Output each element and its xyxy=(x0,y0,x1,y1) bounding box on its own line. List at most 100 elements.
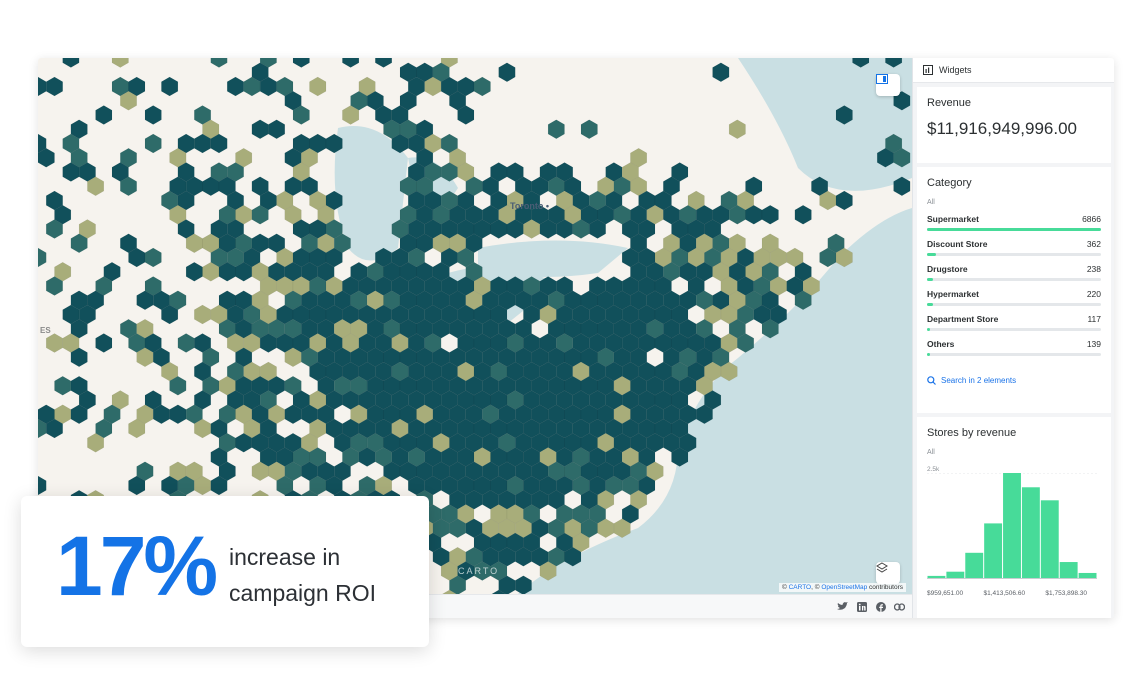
hex-cell[interactable] xyxy=(835,190,853,211)
histogram-bar[interactable] xyxy=(1003,473,1021,578)
hex-cell[interactable] xyxy=(185,262,203,282)
hex-cell[interactable] xyxy=(893,148,911,168)
hex-cell[interactable] xyxy=(54,376,72,396)
category-item[interactable]: Hypermarket 220 xyxy=(927,289,1101,306)
hex-cell[interactable] xyxy=(292,58,310,68)
hex-cell[interactable] xyxy=(70,404,88,425)
hex-cell[interactable] xyxy=(87,433,105,453)
histogram-bar[interactable] xyxy=(984,523,1003,578)
hex-cell[interactable] xyxy=(87,176,105,197)
hex-cell[interactable] xyxy=(325,133,343,154)
hex-cell[interactable] xyxy=(177,333,195,353)
hex-cell[interactable] xyxy=(539,561,557,581)
hex-cell[interactable] xyxy=(695,404,713,425)
category-item[interactable]: Department Store 117 xyxy=(927,314,1101,331)
hex-cell[interactable] xyxy=(70,233,88,254)
hex-cell[interactable] xyxy=(268,119,286,140)
hex-cell[interactable] xyxy=(473,76,491,97)
hex-cell[interactable] xyxy=(761,319,779,339)
hex-cell[interactable] xyxy=(712,62,730,83)
hex-cell[interactable] xyxy=(292,105,310,125)
hex-cell[interactable] xyxy=(144,247,162,268)
hex-cell[interactable] xyxy=(210,475,228,496)
hex-cell[interactable] xyxy=(564,547,582,567)
hex-cell[interactable] xyxy=(893,91,911,111)
hex-cell[interactable] xyxy=(514,575,532,594)
hex-cell[interactable] xyxy=(671,447,689,467)
hex-cell[interactable] xyxy=(70,347,88,368)
histogram-bar[interactable] xyxy=(946,571,965,578)
hex-cell[interactable] xyxy=(45,418,63,439)
hex-cell[interactable] xyxy=(45,76,63,97)
facebook-icon[interactable] xyxy=(874,600,887,613)
hex-cell[interactable] xyxy=(457,105,475,125)
category-item[interactable]: Drugstore 238 xyxy=(927,264,1101,281)
hex-cell[interactable] xyxy=(852,58,870,68)
hex-cell[interactable] xyxy=(120,176,137,197)
hex-cell[interactable] xyxy=(259,58,277,68)
histogram-bar[interactable] xyxy=(927,575,946,578)
hex-cell[interactable] xyxy=(342,58,360,68)
link-icon[interactable] xyxy=(893,600,906,613)
panel-toggle-button[interactable] xyxy=(876,74,900,96)
hex-cell[interactable] xyxy=(62,58,80,68)
hex-cell[interactable] xyxy=(169,376,187,396)
hex-cell[interactable] xyxy=(38,247,47,268)
hex-cell[interactable] xyxy=(128,418,146,439)
hex-cell[interactable] xyxy=(38,148,55,168)
hex-cell[interactable] xyxy=(128,475,146,496)
hex-cell[interactable] xyxy=(794,205,812,225)
hex-cell[interactable] xyxy=(45,276,63,296)
hex-cell[interactable] xyxy=(38,475,47,496)
linkedin-icon[interactable] xyxy=(855,600,868,613)
hex-cell[interactable] xyxy=(491,589,508,594)
hex-cell[interactable] xyxy=(613,518,631,539)
twitter-icon[interactable] xyxy=(836,600,849,613)
hex-cell[interactable] xyxy=(737,333,755,353)
hex-cell[interactable] xyxy=(251,205,269,225)
histogram-bar[interactable] xyxy=(1059,562,1078,578)
hex-cell[interactable] xyxy=(728,119,746,140)
carto-link[interactable]: CARTO xyxy=(788,584,812,591)
hex-cell[interactable] xyxy=(161,304,179,325)
hex-cell[interactable] xyxy=(111,58,129,68)
hex-cell[interactable] xyxy=(375,58,393,68)
hex-cell[interactable] xyxy=(95,333,113,353)
hex-cell[interactable] xyxy=(588,219,606,239)
hex-cell[interactable] xyxy=(210,133,228,154)
hex-cell[interactable] xyxy=(441,589,458,594)
hex-cell[interactable] xyxy=(794,290,812,311)
hex-cell[interactable] xyxy=(144,133,162,154)
hex-cell[interactable] xyxy=(761,205,779,225)
hex-cell[interactable] xyxy=(885,58,903,68)
category-search-link[interactable]: Search in 2 elements xyxy=(927,376,1101,385)
map-view[interactable]: Toronto • ES CARTO © CARTO, © OpenStreet… xyxy=(38,58,912,594)
hex-cell[interactable] xyxy=(95,105,113,125)
hex-cell[interactable] xyxy=(309,76,327,97)
hex-cell[interactable] xyxy=(440,58,458,68)
category-item[interactable]: Supermarket 6866 xyxy=(927,214,1101,231)
category-item[interactable]: Discount Store 362 xyxy=(927,239,1101,256)
histogram-bar[interactable] xyxy=(1078,572,1097,578)
hex-cell[interactable] xyxy=(45,333,63,353)
histogram-bar[interactable] xyxy=(1021,487,1040,578)
hex-cell[interactable] xyxy=(251,119,269,140)
hex-cell[interactable] xyxy=(226,76,244,97)
histogram-bar[interactable] xyxy=(1040,500,1059,578)
hex-cell[interactable] xyxy=(835,247,853,268)
hex-cell[interactable] xyxy=(194,304,212,325)
hex-cell[interactable] xyxy=(210,58,228,68)
hex-cell[interactable] xyxy=(835,105,853,125)
histogram-bar[interactable] xyxy=(965,552,984,578)
category-item[interactable]: Others 139 xyxy=(927,339,1101,356)
hex-cell[interactable] xyxy=(45,219,63,239)
layers-button[interactable] xyxy=(876,562,900,584)
hex-cell[interactable] xyxy=(547,119,565,140)
hex-cell[interactable] xyxy=(144,105,162,125)
hex-cell[interactable] xyxy=(161,76,179,97)
hex-cell[interactable] xyxy=(169,404,187,425)
hex-cell[interactable] xyxy=(893,176,911,197)
hex-cell[interactable] xyxy=(720,361,738,382)
hex-cell[interactable] xyxy=(580,119,598,140)
osm-link[interactable]: OpenStreetMap xyxy=(821,584,868,591)
